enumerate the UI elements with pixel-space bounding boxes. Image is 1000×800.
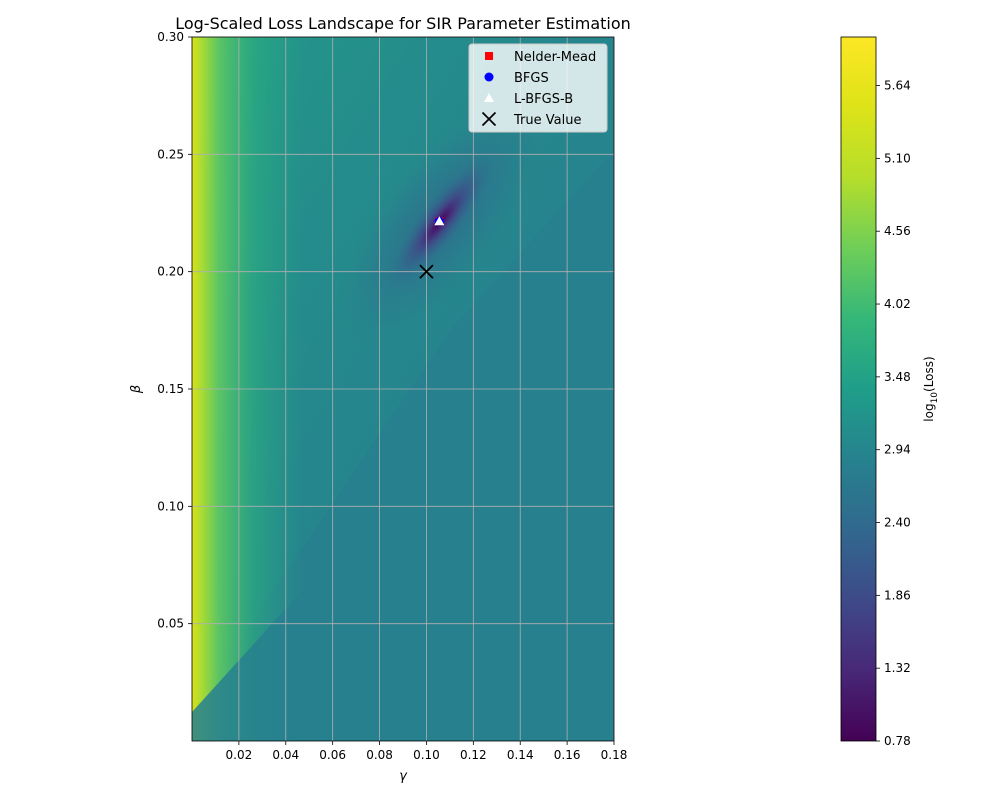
- x-tick-label: 0.10: [413, 748, 440, 762]
- y-tick-label: 0.15: [157, 382, 184, 396]
- y-tick-label: 0.05: [157, 617, 184, 631]
- colorbar-tick-label: 4.02: [884, 297, 911, 311]
- x-axis: 0.02 0.04 0.06 0.08 0.10 0.12 0.14 0.16 0.18: [226, 741, 628, 762]
- colorbar-tick-label: 5.10: [884, 151, 911, 165]
- legend-swatch-l-bfgs-b: [484, 93, 494, 102]
- legend-label-l-bfgs-b: L-BFGS-B: [514, 92, 573, 107]
- y-tick-label: 0.20: [157, 265, 184, 279]
- colorbar-label-rest: (Loss): [922, 356, 936, 392]
- y-tick-label: 0.10: [157, 499, 184, 513]
- y-axis: 0.05 0.10 0.15 0.20 0.25 0.30: [157, 30, 192, 631]
- x-tick-label: 0.12: [460, 748, 487, 762]
- optimizer-markers: [419, 216, 445, 279]
- x-mark-stroke-b: [419, 264, 434, 279]
- legend-items: Nelder-Mead BFGS L-BFGS-B True Value: [481, 50, 596, 128]
- colorbar-tick-label: 2.40: [884, 516, 911, 530]
- x-tick-label: 0.18: [601, 748, 628, 762]
- chart-title: Log-Scaled Loss Landscape for SIR Parame…: [175, 14, 631, 33]
- x-tick-label: 0.16: [554, 748, 581, 762]
- x-tick-label: 0.02: [226, 748, 253, 762]
- legend-box: [468, 43, 608, 133]
- colorbar-ticks: 0.78 1.32 1.86 2.40 2.94 3.48 4.02 4.56 5.10 5.64: [876, 79, 911, 748]
- y-axis-label: β: [129, 385, 144, 394]
- legend-label-nelder-mead: Nelder-Mead: [514, 50, 596, 65]
- colorbar-tick-label: 0.78: [884, 734, 911, 748]
- legend: Nelder-Mead BFGS L-BFGS-B True Value: [468, 43, 608, 133]
- colorbar-label-base: 10: [930, 392, 940, 404]
- legend-label-true-value: True Value: [513, 113, 581, 128]
- x-tick-label: 0.14: [507, 748, 534, 762]
- colorbar-label-log: log: [922, 403, 936, 421]
- legend-swatch-nelder-mead: [485, 52, 493, 60]
- l-bfgs-b-marker: [434, 216, 445, 226]
- colorbar-tick-label: 2.94: [884, 443, 911, 457]
- colorbar-label: log10(Loss): [922, 356, 940, 421]
- x-axis-label: γ: [399, 769, 408, 784]
- colorbar-tick-label: 1.86: [884, 588, 911, 602]
- y-tick-label: 0.25: [157, 147, 184, 161]
- grid-lines: [192, 37, 614, 741]
- legend-label-bfgs: BFGS: [514, 71, 549, 86]
- colorbar: [840, 36, 877, 742]
- true-value-marker: [419, 264, 434, 279]
- heatmap-area: [192, 37, 614, 741]
- heatmap-lower-triangle: [192, 260, 614, 741]
- colorbar-tick-label: 5.64: [884, 79, 911, 93]
- x-tick-label: 0.04: [272, 748, 299, 762]
- colorbar-tick-label: 4.56: [884, 224, 911, 238]
- colorbar-tick-label: 1.32: [884, 661, 911, 675]
- legend-swatch-true-value: [481, 111, 497, 127]
- x-tick-label: 0.06: [319, 748, 346, 762]
- x-mark-stroke-b: [481, 111, 497, 127]
- legend-swatch-bfgs: [484, 72, 494, 82]
- x-tick-label: 0.08: [366, 748, 393, 762]
- y-tick-label: 0.30: [157, 30, 184, 44]
- colorbar-tick-label: 3.48: [884, 370, 911, 384]
